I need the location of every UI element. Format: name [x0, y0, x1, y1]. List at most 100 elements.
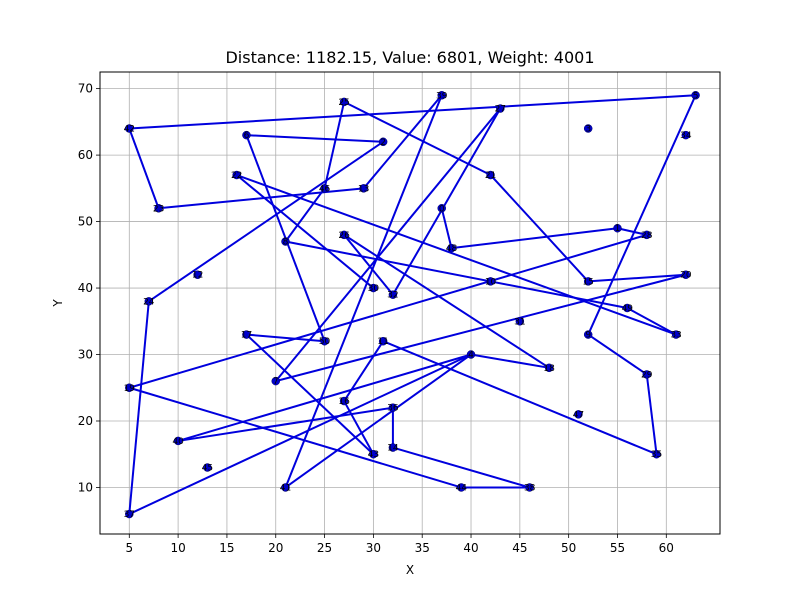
- city-node: [496, 104, 505, 113]
- city-label: 7: [273, 377, 279, 387]
- x-tick-label: 40: [463, 541, 478, 555]
- y-ticks: 10 20 30 40 50 60 70: [78, 82, 100, 494]
- city-label: 37: [124, 510, 135, 520]
- route-segment: [148, 140, 384, 303]
- city-label: 49: [622, 304, 634, 314]
- city-label: 48: [446, 244, 458, 254]
- route-segment: [128, 353, 472, 515]
- city-label: 25: [338, 98, 349, 108]
- city-label: 34: [680, 131, 692, 141]
- city-label: 11: [377, 337, 388, 347]
- city-label: 46: [319, 184, 331, 194]
- x-tick-label: 10: [170, 541, 185, 555]
- y-tick-label: 10: [78, 480, 93, 494]
- city-label: 17: [241, 331, 252, 341]
- route-segment: [382, 340, 657, 456]
- route-segment: [274, 107, 502, 382]
- x-tick-label: 15: [219, 541, 234, 555]
- city-node: [125, 124, 134, 133]
- city-node: [173, 436, 183, 446]
- city-node: [486, 277, 495, 286]
- route-segment: [246, 333, 325, 343]
- route-segment: [128, 128, 160, 209]
- chart-title: Distance: 1182.15, Value: 6801, Weight: …: [225, 48, 594, 67]
- route-segment: [392, 108, 502, 296]
- city-node: [320, 336, 329, 346]
- route-segment: [236, 174, 375, 289]
- city-label: 12: [192, 271, 203, 281]
- city-node: [437, 91, 446, 100]
- route-segment: [440, 208, 453, 249]
- city-label: 44: [456, 483, 468, 493]
- city-label: 41: [280, 483, 291, 493]
- route-segment: [362, 94, 443, 189]
- city-node: [652, 449, 661, 459]
- city-label: 27: [495, 105, 506, 115]
- city-node: [232, 170, 241, 180]
- city-node: [378, 336, 388, 346]
- city-node: [457, 483, 466, 492]
- city-node: [642, 230, 652, 240]
- x-axis-label: X: [406, 563, 414, 577]
- city-node: [154, 204, 163, 213]
- route-segment: [617, 227, 647, 236]
- end-node: [369, 283, 378, 293]
- city-label: 28: [641, 231, 653, 241]
- city-label: 40: [172, 437, 184, 447]
- city-node: [281, 237, 290, 246]
- route-segment: [587, 333, 648, 376]
- route-path: [128, 94, 697, 515]
- city-node: [583, 330, 593, 339]
- x-tick-label: 35: [415, 541, 430, 555]
- y-axis-label: Y: [51, 299, 65, 308]
- city-label: 38: [524, 483, 536, 493]
- route-segment: [343, 340, 384, 402]
- city-label: 36: [387, 404, 399, 414]
- city-label: 24: [143, 297, 155, 307]
- city-label: 47: [573, 410, 584, 420]
- city-node: [574, 410, 583, 419]
- route-segment: [177, 353, 472, 442]
- city-node: [125, 509, 134, 519]
- route-segment: [626, 307, 677, 336]
- city-node: [320, 184, 329, 193]
- route-segment: [470, 353, 550, 369]
- y-tick-label: 40: [78, 281, 93, 295]
- route-segment: [392, 446, 530, 489]
- city-node: [203, 463, 212, 472]
- city-node: [544, 363, 554, 373]
- city-label: 33: [670, 331, 681, 341]
- y-tick-label: 30: [78, 348, 93, 362]
- city-node: [525, 483, 534, 492]
- city-label: 5: [693, 91, 699, 101]
- x-tick-label: 5: [125, 541, 133, 555]
- city-node: [271, 376, 280, 386]
- city-label: 9: [585, 331, 591, 341]
- route-segment: [128, 301, 150, 515]
- route-segment: [343, 101, 491, 176]
- route-segment: [343, 400, 375, 455]
- city-label: 13: [358, 184, 369, 194]
- city-node: [125, 383, 134, 393]
- city-label: 8: [283, 238, 289, 248]
- city-label: 42: [124, 125, 135, 135]
- city-label: 23: [153, 204, 164, 214]
- route-segment: [158, 187, 364, 210]
- route-segment: [246, 134, 384, 143]
- city-label: 26: [338, 231, 350, 241]
- y-tick-label: 60: [78, 148, 93, 162]
- city-node: [388, 290, 398, 299]
- y-tick-label: 70: [78, 82, 93, 96]
- city-label: 22: [231, 171, 242, 181]
- route-segment: [177, 406, 394, 442]
- city-node: [681, 130, 691, 140]
- city-label: 19: [124, 384, 136, 394]
- city-label: 14: [387, 444, 399, 454]
- x-tick-label: 60: [659, 541, 674, 555]
- city-node: [144, 297, 154, 306]
- city-label: 21: [485, 171, 496, 181]
- city-node: [691, 91, 700, 100]
- city-node: [681, 270, 691, 279]
- route-segment: [236, 174, 677, 336]
